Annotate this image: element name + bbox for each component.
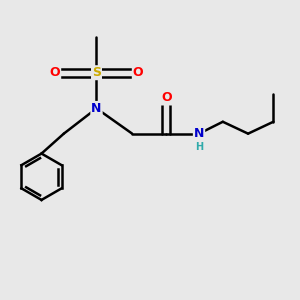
Text: N: N [194,127,204,140]
Text: O: O [50,66,60,79]
Text: S: S [92,66,101,79]
Text: O: O [133,66,143,79]
Text: N: N [91,102,102,115]
Text: O: O [161,92,172,104]
Text: H: H [195,142,203,152]
